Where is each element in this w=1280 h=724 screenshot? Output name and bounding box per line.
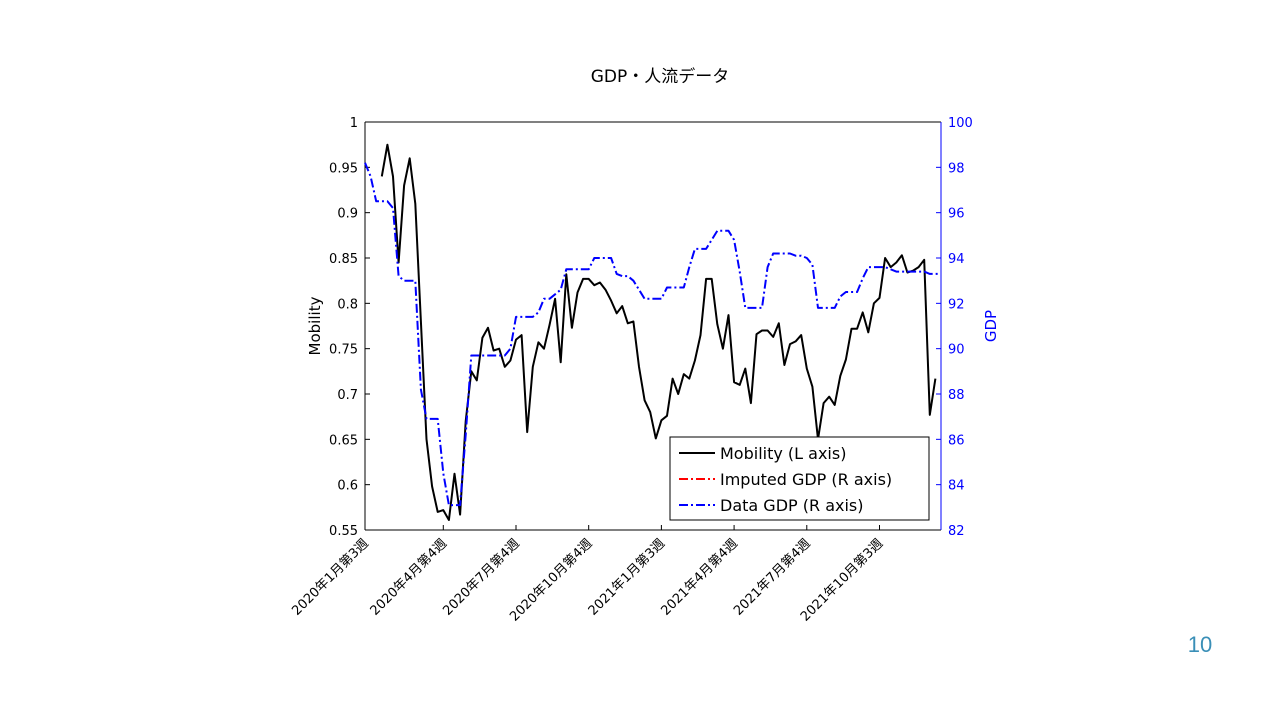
x-tick-label: 2021年10月第3週 — [798, 536, 886, 624]
legend: Mobility (L axis) Imputed GDP (R axis) Dat… — [669, 436, 930, 521]
y-left-tick-label: 0.8 — [337, 297, 358, 312]
x-tick-label: 2020年7月第4週 — [440, 536, 522, 618]
y-left-tick-label: 0.7 — [337, 388, 358, 403]
y-right-tick-label: 94 — [948, 252, 965, 267]
y-left-tick-label: 1 — [350, 116, 358, 131]
x-tick-label: 2021年7月第4週 — [731, 536, 813, 618]
y-axis-left-label: Mobility — [306, 296, 324, 355]
y-left-tick-label: 0.6 — [337, 479, 358, 494]
y-right-tick-label: 82 — [948, 524, 965, 539]
x-tick-label: 2021年4月第4週 — [658, 536, 740, 618]
y-right-tick-label: 100 — [948, 116, 973, 131]
y-left-tick-label: 0.9 — [337, 207, 358, 222]
y-left-tick-label: 0.65 — [329, 433, 358, 448]
data-gdp-line — [364, 162, 941, 507]
page-number: 10 — [1187, 632, 1213, 657]
y-right-tick-label: 90 — [948, 343, 965, 358]
x-tick-label: 2020年1月第3週 — [289, 536, 371, 618]
x-tick-label: 2021年1月第3週 — [586, 536, 668, 618]
legend-box — [669, 436, 930, 521]
x-tick-label: 2020年4月第4週 — [368, 536, 450, 618]
legend-label: Imputed GDP (R axis) — [720, 470, 892, 489]
y-left-tick-label: 0.95 — [329, 161, 358, 176]
y-right-tick-label: 88 — [948, 388, 965, 403]
y-left-tick-label: 0.75 — [329, 343, 358, 358]
y-right-tick-label: 98 — [948, 161, 965, 176]
y-right-tick-label: 92 — [948, 297, 965, 312]
mobility-line — [380, 143, 937, 521]
x-tick-label: 2020年10月第4週 — [507, 536, 595, 624]
y-right-tick-label: 96 — [948, 207, 965, 222]
chart-title: GDP・人流データ — [591, 66, 730, 87]
y-axis-right-label: GDP — [982, 310, 1000, 342]
y-right-tick-label: 86 — [948, 433, 965, 448]
y-left-tick-label: 0.85 — [329, 252, 358, 267]
plot-area: 0.55 0.6 0.65 0.7 0.75 0.8 0.85 0.9 0.95 1 82 84 86 8… — [289, 116, 972, 625]
legend-label: Mobility (L axis) — [720, 444, 846, 463]
y-left-tick-label: 0.55 — [329, 524, 358, 539]
legend-label: Data GDP (R axis) — [720, 496, 863, 515]
y-right-tick-label: 84 — [948, 479, 965, 494]
